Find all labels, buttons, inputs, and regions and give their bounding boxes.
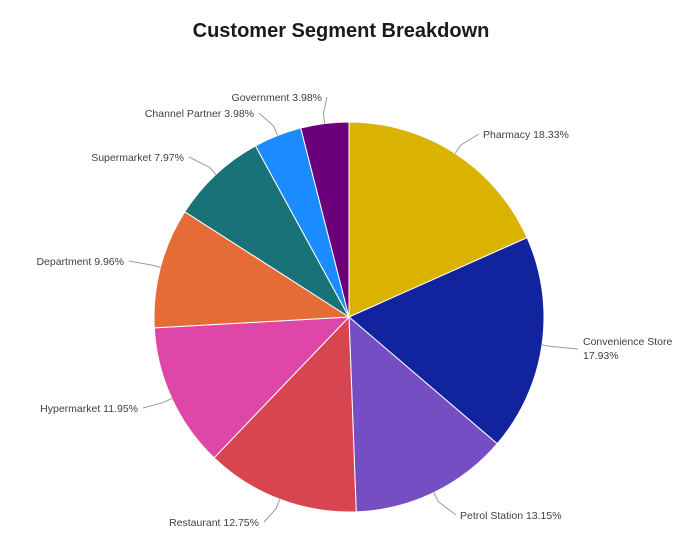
leader-line-department (128, 260, 161, 268)
pie-slice-pharmacy[interactable] (348, 121, 528, 318)
pie-slice-petrol-station[interactable] (348, 315, 498, 513)
leader-line-channel-partner (258, 112, 279, 136)
chart-title: Customer Segment Breakdown (192, 20, 490, 42)
slice-label-channel-partner: Channel Partner 3.98% (145, 108, 254, 120)
labels-layer: Pharmacy 18.33% Convenience Store 17.93% Pe… (36, 92, 672, 529)
pie-slice-government[interactable] (300, 121, 350, 318)
pie-slice-convenience-store[interactable] (348, 236, 545, 445)
pie-slice-department[interactable] (153, 211, 351, 329)
slice-label-petrol-station: Petrol Station 13.15% (460, 510, 562, 522)
slice-label-restaurant: Restaurant 12.75% (169, 517, 259, 529)
leader-line-pharmacy (454, 133, 480, 154)
slices-layer (153, 121, 545, 513)
pie-slice-restaurant[interactable] (213, 315, 357, 513)
slice-label-supermarket: Supermarket 7.97% (91, 152, 184, 164)
slice-label-government: Government 3.98% (232, 92, 322, 104)
leader-line-petrol-station (433, 492, 457, 516)
leader-line-hypermarket (142, 398, 173, 409)
slice-label-pharmacy: Pharmacy 18.33% (483, 129, 569, 141)
leader-line-restaurant (263, 499, 281, 523)
leader-line-government (322, 96, 328, 124)
leader-line-supermarket (188, 156, 217, 175)
slice-label-department: Department 9.96% (36, 256, 124, 268)
pie-slice-supermarket[interactable] (184, 145, 350, 318)
slice-label-convenience-store: Convenience Store 17.93% (583, 336, 672, 362)
leader-line-convenience-store (541, 344, 579, 350)
slice-label-hypermarket: Hypermarket 11.95% (40, 403, 138, 415)
pie-slice-hypermarket[interactable] (153, 316, 351, 459)
